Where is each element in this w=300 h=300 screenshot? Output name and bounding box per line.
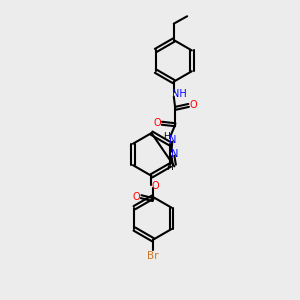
Text: H: H [163, 132, 170, 141]
Text: O: O [153, 118, 160, 128]
Text: H: H [166, 163, 172, 172]
Text: N: N [169, 135, 176, 145]
Text: NH: NH [172, 88, 187, 98]
Text: O: O [132, 192, 140, 202]
Text: O: O [151, 181, 159, 191]
Text: Br: Br [147, 250, 159, 260]
Text: N: N [171, 149, 179, 159]
Text: O: O [190, 100, 197, 110]
